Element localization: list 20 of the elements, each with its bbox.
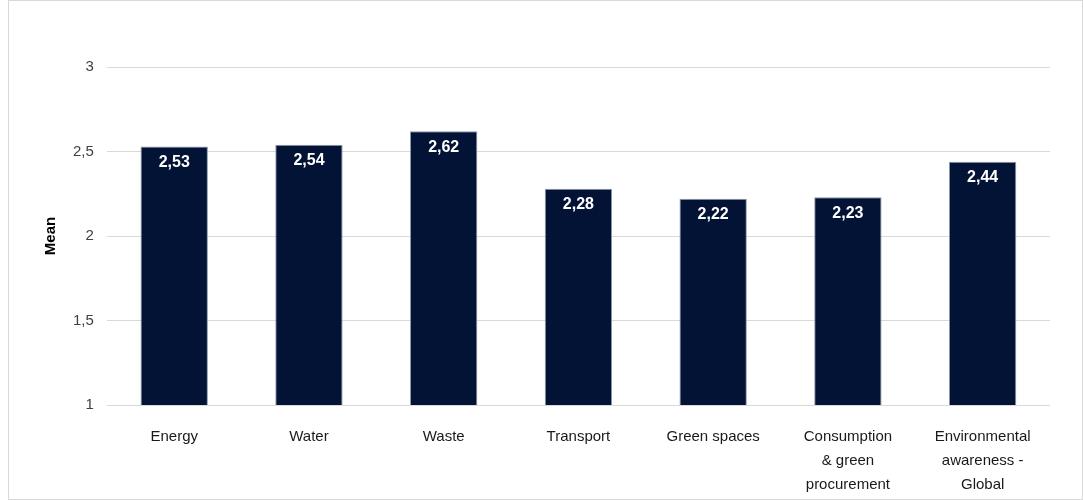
x-tick-label: Water	[289, 427, 329, 445]
data-label: 2,54	[293, 151, 325, 169]
data-label: 2,44	[967, 168, 999, 186]
x-tick-label: Transport	[546, 427, 612, 445]
x-tick-label: Consumption & green procurement	[803, 427, 893, 493]
y-tick-label: 2	[85, 226, 94, 244]
data-label: 2,23	[832, 203, 864, 221]
x-tick-label: Green spaces	[666, 427, 760, 445]
y-tick-label: 1	[85, 395, 94, 413]
y-tick-label: 2,5	[72, 141, 94, 159]
y-tick-label: 3	[85, 57, 94, 75]
data-label: 2,22	[697, 205, 729, 223]
x-tick-label: Waste	[422, 427, 465, 445]
y-axis-title: Mean	[41, 216, 59, 256]
data-label: 2,28	[562, 195, 595, 213]
y-tick-label: 1,5	[72, 310, 94, 328]
x-tick-label: Energy	[150, 427, 199, 445]
x-tick-label: Environmental awareness - Global	[934, 427, 1031, 493]
data-label: 2,53	[158, 152, 190, 170]
data-label: 2,62	[428, 137, 460, 155]
